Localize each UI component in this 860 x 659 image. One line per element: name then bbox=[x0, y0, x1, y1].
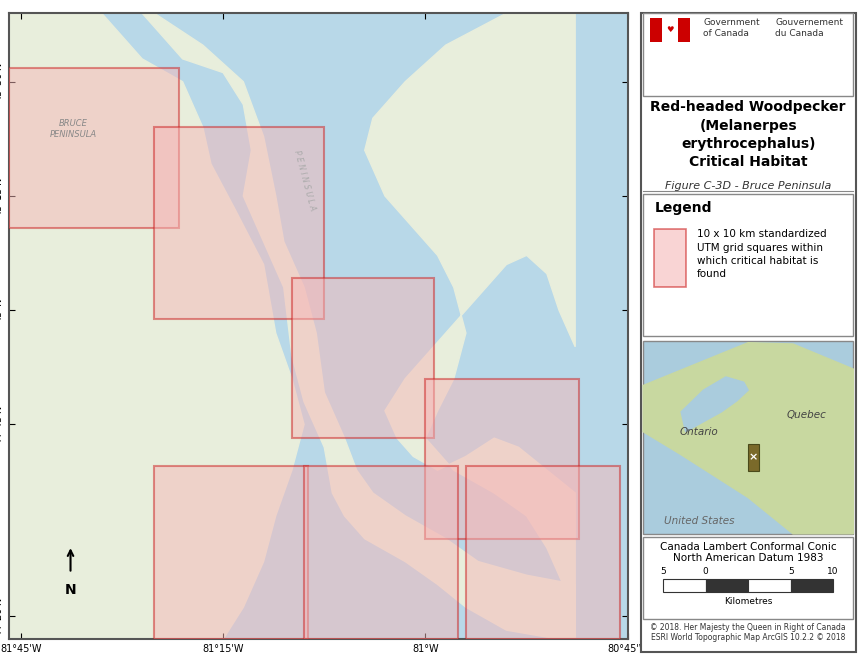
Bar bbox=[678, 18, 690, 42]
Bar bbox=[643, 13, 853, 96]
Bar bbox=[154, 127, 324, 320]
Text: Ontario: Ontario bbox=[679, 426, 718, 437]
Text: © 2018. Her Majesty the Queen in Right of Canada
ESRI World Topographic Map ArcG: © 2018. Her Majesty the Queen in Right o… bbox=[650, 623, 846, 642]
Bar bbox=[748, 444, 759, 471]
FancyBboxPatch shape bbox=[641, 13, 856, 652]
Bar bbox=[643, 537, 853, 619]
Bar bbox=[790, 579, 833, 592]
Polygon shape bbox=[681, 377, 748, 432]
Bar bbox=[748, 579, 790, 592]
Bar bbox=[663, 579, 706, 592]
Polygon shape bbox=[101, 13, 575, 639]
Text: P E N I N S U L A: P E N I N S U L A bbox=[292, 149, 316, 212]
Text: ♥: ♥ bbox=[666, 25, 673, 34]
Bar bbox=[304, 465, 458, 639]
Bar bbox=[662, 18, 678, 42]
Bar bbox=[9, 68, 179, 228]
Text: Government
of Canada: Government of Canada bbox=[703, 18, 760, 38]
Bar bbox=[292, 278, 433, 438]
Bar bbox=[426, 379, 580, 538]
Text: 5: 5 bbox=[660, 567, 666, 576]
Text: Quebec: Quebec bbox=[786, 410, 826, 420]
Bar bbox=[643, 194, 853, 336]
Text: 10 x 10 km standardized
UTM grid squares within
which critical habitat is
found: 10 x 10 km standardized UTM grid squares… bbox=[697, 229, 826, 279]
Text: 10: 10 bbox=[827, 567, 838, 576]
Bar bbox=[466, 465, 620, 639]
Text: Legend: Legend bbox=[654, 201, 712, 215]
Text: 5: 5 bbox=[788, 567, 794, 576]
Bar bbox=[654, 229, 685, 287]
Text: ×: × bbox=[749, 452, 759, 463]
Text: Kilometres: Kilometres bbox=[724, 597, 772, 606]
Bar bbox=[706, 579, 748, 592]
Text: Canada Lambert Conformal Conic
North American Datum 1983: Canada Lambert Conformal Conic North Ame… bbox=[660, 542, 837, 563]
Polygon shape bbox=[365, 13, 575, 639]
Text: N: N bbox=[64, 583, 77, 597]
Text: Red-headed Woodpecker
(Melanerpes
erythrocephalus)
Critical Habitat: Red-headed Woodpecker (Melanerpes erythr… bbox=[650, 100, 846, 169]
Bar bbox=[154, 465, 308, 639]
Polygon shape bbox=[9, 13, 304, 639]
Text: BRUCE
PENINSULA: BRUCE PENINSULA bbox=[50, 119, 97, 138]
Bar bbox=[643, 341, 853, 534]
Polygon shape bbox=[643, 343, 853, 534]
Bar bbox=[650, 18, 662, 42]
Text: Figure C-3D - Bruce Peninsula: Figure C-3D - Bruce Peninsula bbox=[665, 181, 832, 191]
Text: Gouvernement
du Canada: Gouvernement du Canada bbox=[775, 18, 843, 38]
Text: United States: United States bbox=[664, 515, 734, 526]
Text: 0: 0 bbox=[703, 567, 709, 576]
